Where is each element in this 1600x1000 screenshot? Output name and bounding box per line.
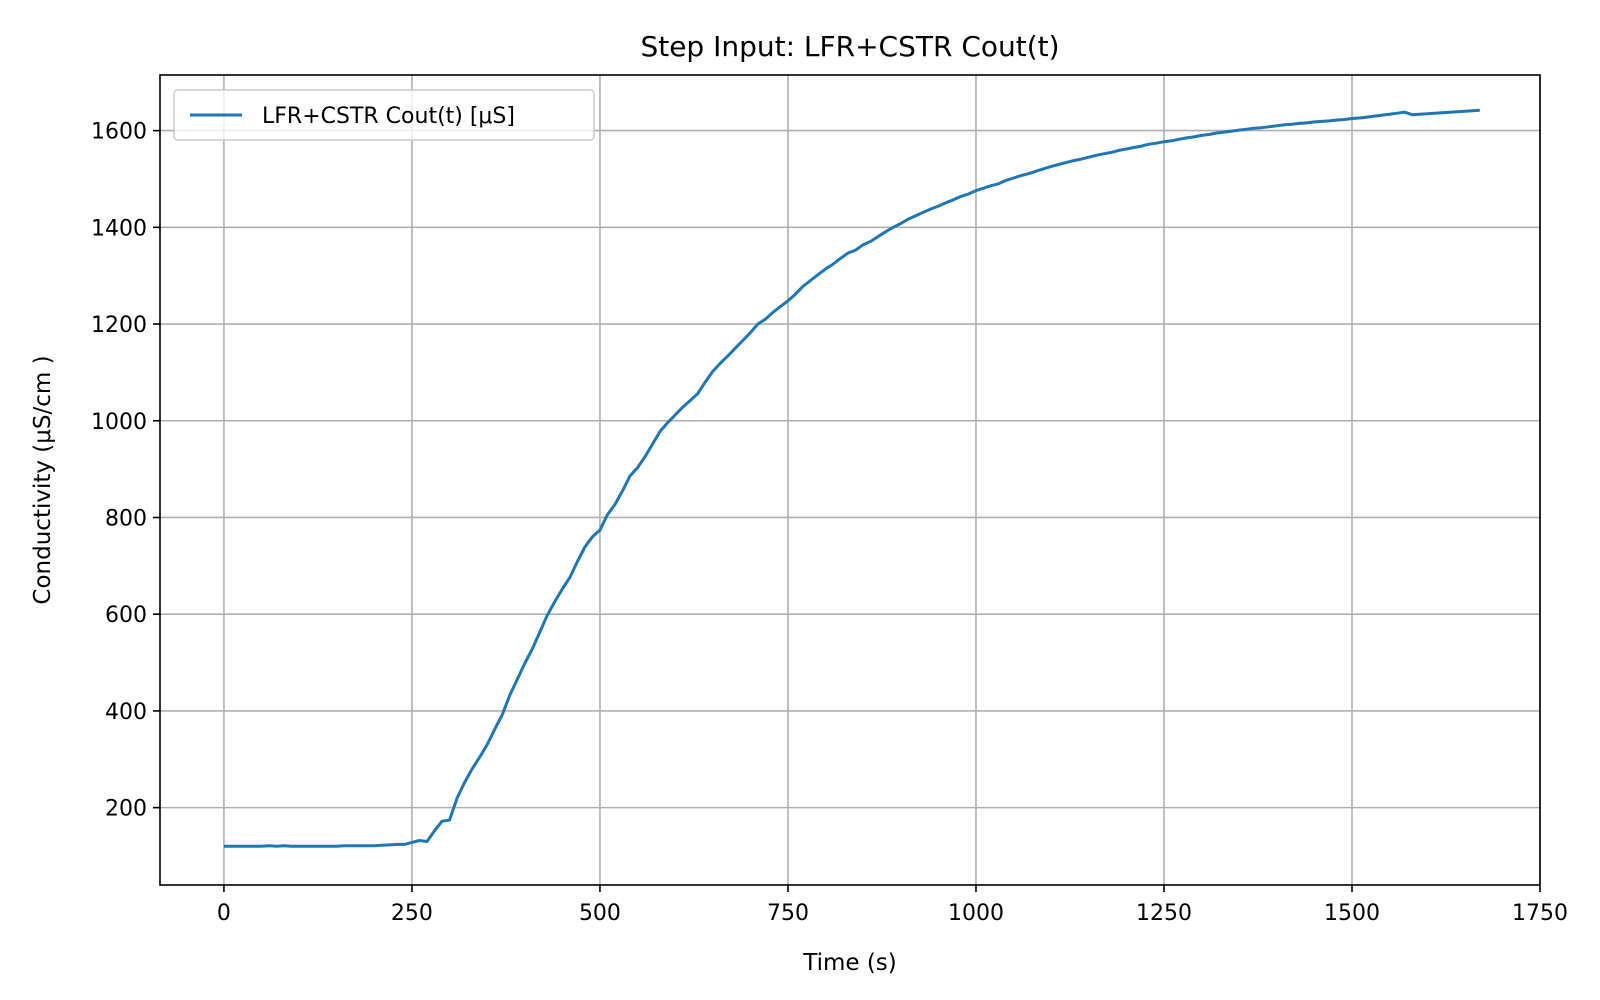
legend: LFR+CSTR Cout(t) [μS] bbox=[173, 89, 595, 141]
y-tick-label: 1000 bbox=[91, 410, 147, 435]
y-tick-label: 1200 bbox=[91, 313, 147, 338]
x-tick-label: 1500 bbox=[1324, 901, 1380, 926]
chart-title: Step Input: LFR+CSTR Cout(t) bbox=[640, 30, 1059, 63]
series-line bbox=[223, 108, 1480, 848]
y-tick-label: 800 bbox=[105, 506, 147, 531]
legend-box bbox=[173, 89, 595, 141]
x-axis-label: Time (s) bbox=[802, 950, 897, 976]
x-axis: 0 250 500 750 1000 1250 1500 1750 bbox=[217, 885, 1568, 926]
legend-label: LFR+CSTR Cout(t) [μS] bbox=[262, 104, 515, 129]
x-tick-label: 1750 bbox=[1512, 901, 1568, 926]
y-tick-label: 600 bbox=[105, 603, 147, 628]
x-tick-label: 500 bbox=[579, 901, 621, 926]
x-tick-label: 0 bbox=[217, 901, 231, 926]
plot-frame bbox=[159, 74, 1541, 886]
x-tick-label: 1000 bbox=[948, 901, 1004, 926]
x-tick-label: 250 bbox=[391, 901, 433, 926]
x-tick-label: 750 bbox=[767, 901, 809, 926]
y-axis: 200 400 600 800 1000 1200 1400 1600 bbox=[91, 120, 160, 822]
y-tick-label: 1400 bbox=[91, 216, 147, 241]
y-axis-label: Conductivity (μS/cm ) bbox=[30, 355, 56, 604]
series-layer bbox=[223, 108, 1480, 848]
y-tick-label: 400 bbox=[105, 700, 147, 725]
y-tick-label: 1600 bbox=[91, 120, 147, 145]
grid bbox=[160, 75, 1541, 885]
y-tick-label: 200 bbox=[105, 797, 147, 822]
x-tick-label: 1250 bbox=[1136, 901, 1192, 926]
